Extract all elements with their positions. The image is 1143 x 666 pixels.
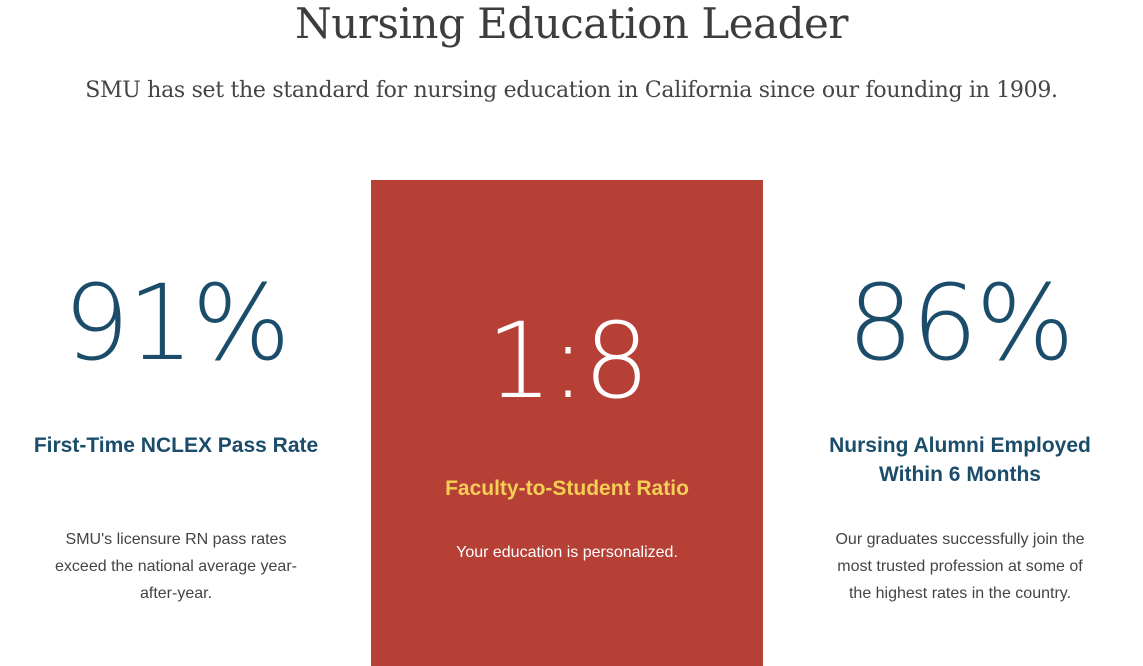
stat-label-nclex: First-Time NCLEX Pass Rate — [33, 434, 319, 457]
stat-value-nclex: 91% — [63, 262, 290, 384]
stat-description-employment: Our graduates successfully join the most… — [835, 531, 1085, 602]
stat-card-ratio: 1:8 Faculty-to-Student Ratio Your educat… — [371, 180, 763, 666]
page-title: Nursing Education Leader — [295, 0, 848, 48]
stat-value-employment: 86% — [847, 262, 1074, 384]
stat-value-ratio: 1:8 — [486, 300, 649, 422]
stat-label-ratio: Faculty-to-Student Ratio — [445, 477, 689, 500]
page-subtitle: SMU has set the standard for nursing edu… — [85, 78, 1058, 103]
stat-description-nclex: SMU's licensure RN pass rates exceed the… — [55, 531, 297, 602]
stat-label-employment: Nursing Alumni Employed Within 6 Months — [829, 434, 1091, 486]
stat-description-ratio: Your education is personalized. — [456, 544, 678, 561]
